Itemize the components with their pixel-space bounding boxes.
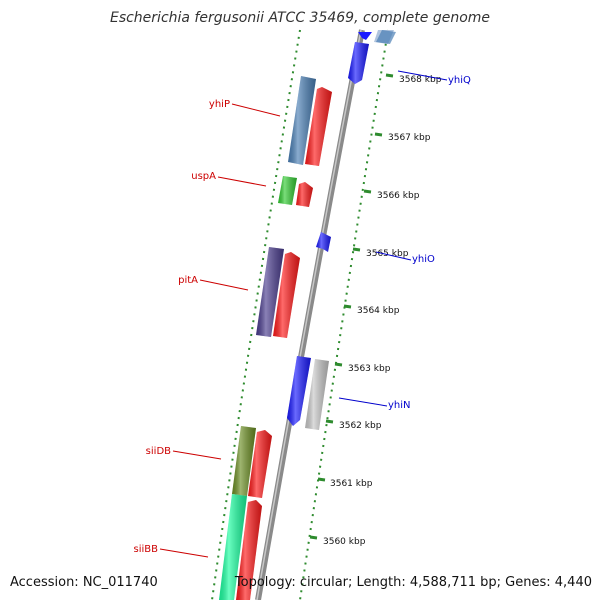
- gene-yhiO[interactable]: [316, 232, 331, 252]
- gene-label-leader: [199, 279, 249, 291]
- gene-label-uspA[interactable]: uspA: [191, 171, 216, 182]
- topology-text: Topology: circular; Length: 4,588,711 bp…: [234, 575, 592, 590]
- gene-yhiQ[interactable]: [374, 30, 396, 44]
- tick-label: 3568 kbp: [399, 75, 442, 85]
- accession-text: Accession: NC_011740: [10, 575, 158, 590]
- tick-label: 3566 kbp: [377, 191, 420, 201]
- gene-label-leader: [231, 103, 281, 117]
- gene-label-siiDB[interactable]: siiDB: [146, 446, 171, 457]
- gene-label-leader: [172, 450, 222, 460]
- gene-label-leader: [159, 548, 209, 558]
- gene-yhiP-red[interactable]: [305, 87, 332, 166]
- gene-yhiN-grey[interactable]: [305, 359, 329, 430]
- tick-label: 3567 kbp: [388, 133, 431, 143]
- gene-label-siiBB[interactable]: siiBB: [134, 544, 159, 555]
- tick-label: 3562 kbp: [339, 421, 382, 431]
- gene-yhiP[interactable]: [288, 76, 316, 165]
- tick-label: 3564 kbp: [357, 306, 400, 316]
- map-title: Escherichia fergusonii ATCC 35469, compl…: [110, 10, 490, 26]
- tick-label: 3560 kbp: [323, 537, 366, 547]
- tick-label: 3565 kbp: [366, 249, 409, 259]
- gene-pitA[interactable]: [256, 247, 284, 337]
- gene-top-blue[interactable]: [348, 32, 372, 84]
- gene-siiBB-red[interactable]: [236, 500, 262, 600]
- genome-backbone-highlight: [256, 29, 362, 600]
- gene-label-leader: [375, 251, 412, 261]
- gene-label-leader: [338, 397, 388, 407]
- gene-pitA-red[interactable]: [273, 252, 300, 338]
- tick-marks: [309, 73, 394, 540]
- gene-label-yhiN[interactable]: yhiN: [388, 400, 411, 411]
- gene-label-pitA[interactable]: pitA: [178, 275, 198, 286]
- gene-siiDB-red[interactable]: [248, 430, 272, 498]
- genome-backbone: [255, 29, 365, 600]
- gene-siiDB[interactable]: [232, 426, 256, 496]
- gene-siiBB[interactable]: [219, 494, 247, 600]
- gene-uspA-red[interactable]: [296, 182, 313, 207]
- gene-label-yhiQ[interactable]: yhiQ: [448, 75, 471, 86]
- tick-label: 3563 kbp: [348, 364, 391, 374]
- gene-label-yhiP[interactable]: yhiP: [209, 99, 230, 110]
- tick-label: 3561 kbp: [330, 479, 373, 489]
- gene-label-leader: [217, 176, 267, 187]
- gene-yhiN[interactable]: [287, 356, 311, 426]
- outer-dotted-ring: [211, 29, 301, 600]
- gene-label-leader: [397, 70, 448, 81]
- gene-uspA[interactable]: [278, 176, 297, 205]
- gene-label-yhiO[interactable]: yhiO: [412, 254, 435, 265]
